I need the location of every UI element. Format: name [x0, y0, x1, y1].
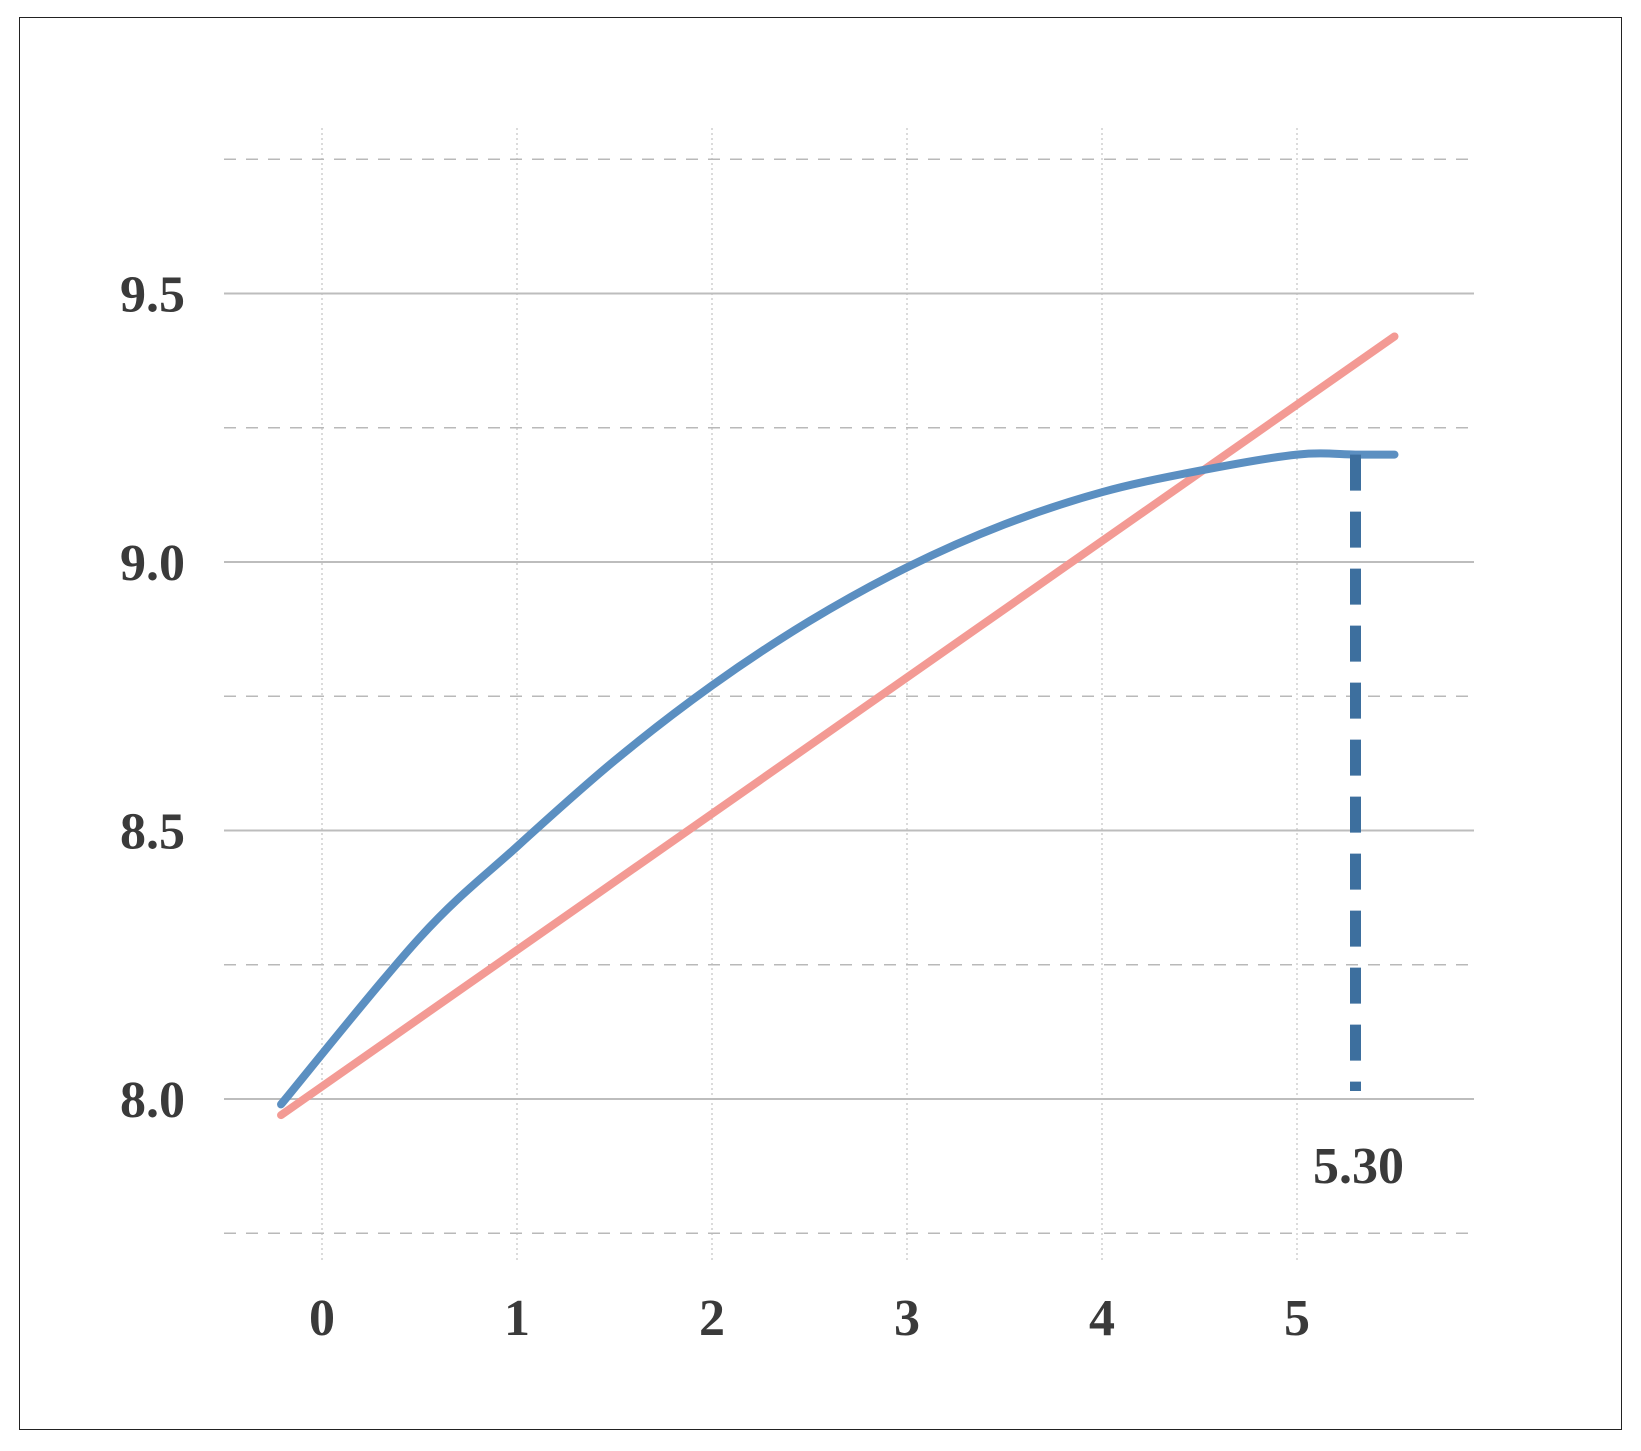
series-layer — [277, 332, 1399, 1120]
x-tick-label: 2 — [699, 1290, 725, 1347]
annotation-layer: 5.30 — [1313, 454, 1404, 1195]
x-tick-label: 3 — [894, 1290, 920, 1347]
x-tick-label: 0 — [309, 1290, 335, 1347]
y-tick-label: 9.5 — [120, 267, 185, 324]
grid — [224, 128, 1474, 1262]
straight-series-line — [277, 332, 1399, 1120]
x-tick-label: 1 — [504, 1290, 530, 1347]
y-tick-label: 8.0 — [120, 1072, 185, 1129]
annotation-label: 5.30 — [1313, 1138, 1404, 1195]
y-tick-label: 8.5 — [120, 804, 185, 861]
x-tick-label: 4 — [1089, 1290, 1115, 1347]
chart-frame — [19, 17, 1622, 1430]
curve-series-line — [277, 449, 1399, 1109]
tick-labels: 0 1 2 3 4 5 8.0 8.5 9.0 9.5 — [120, 267, 1310, 1348]
x-tick-label: 5 — [1284, 1290, 1310, 1347]
y-tick-label: 9.0 — [120, 535, 185, 592]
